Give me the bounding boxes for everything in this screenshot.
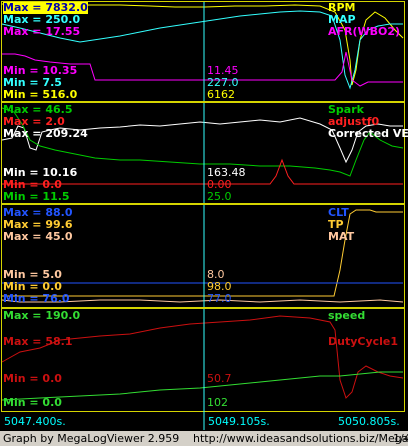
- max-mat-label: Max = 45.0: [3, 230, 73, 243]
- spark-series-name[interactable]: Spark: [328, 103, 364, 116]
- min-adjustf0-label: Min = 0.0: [3, 178, 62, 191]
- trace-adjustf0: [2, 158, 403, 185]
- ve-series-name[interactable]: Corrected VE: [328, 127, 408, 140]
- cursor-ve-value: 163.48: [207, 166, 246, 179]
- rpm-series-name[interactable]: RPM: [328, 1, 356, 14]
- min-clt-label: Min = 76.0: [3, 292, 70, 305]
- cursor-spark-value: 25.0: [207, 190, 232, 203]
- trace-corrected-ve: [1, 117, 403, 164]
- graph-panel-temps[interactable]: [1, 204, 405, 308]
- min-rpm-label: Min = 516.0: [3, 88, 78, 101]
- max-adjustf0-label: Max = 2.0: [3, 115, 65, 128]
- min-map-label: Min = 7.5: [3, 76, 62, 89]
- trace-duty: [1, 315, 404, 399]
- time-end-label: 5050.805s.: [338, 415, 400, 428]
- cursor-speed-value: 102: [207, 396, 228, 409]
- trace-mat: [1, 299, 404, 303]
- duty-series-name[interactable]: DutyCycle1: [328, 335, 399, 348]
- cursor-rpm-value: 6162: [207, 88, 235, 101]
- max-speed-label: Max = 190.0: [3, 309, 81, 322]
- speed-series-name[interactable]: speed: [328, 309, 366, 322]
- min-speed-label: Min = 0.0: [3, 396, 62, 409]
- trace-rpm: [1, 3, 404, 86]
- time-cursor-label: 5049.105s.: [208, 415, 270, 428]
- trace-speed: [1, 371, 403, 401]
- trace-afr: [2, 51, 403, 87]
- tp-series-name[interactable]: TP: [328, 218, 344, 231]
- max-map-label: Max = 250.0: [3, 13, 81, 26]
- cursor-adjustf0-value: 0.00: [207, 178, 232, 191]
- clt-series-name[interactable]: CLT: [328, 206, 349, 219]
- zoom-indicator: 1/40: [393, 432, 408, 445]
- graph-panel-ignition[interactable]: [1, 102, 405, 204]
- cursor-tp-value: 98.0: [207, 280, 232, 293]
- max-tp-label: Max = 99.6: [3, 218, 73, 231]
- min-mat-label: Min = 5.0: [3, 268, 62, 281]
- cursor-map-value: 227.0: [207, 76, 239, 89]
- cursor-duty-value: 50.7: [207, 372, 232, 385]
- min-duty-label: Min = 0.0: [3, 372, 62, 385]
- max-rpm-label: Max = 7832.0: [3, 1, 88, 14]
- graph-credit-text: Graph by MegaLogViewer 2.959: [3, 432, 180, 445]
- min-afr-label: Min = 10.35: [3, 64, 78, 77]
- max-afr-label: Max = 17.55: [3, 25, 81, 38]
- trace-map: [1, 10, 403, 90]
- cursor-mat-value: 8.0: [207, 268, 225, 281]
- mat-series-name[interactable]: MAT: [328, 230, 355, 243]
- map-series-name[interactable]: MAP: [328, 13, 356, 26]
- afr-series-name[interactable]: AFR(WBO2): [328, 25, 401, 38]
- max-duty-label: Max = 58.1: [3, 335, 73, 348]
- adjustf0-series-name[interactable]: adjustf0: [328, 115, 380, 128]
- min-spark-label: Min = 11.5: [3, 190, 70, 203]
- time-start-label: 5047.400s.: [4, 415, 66, 428]
- cursor-clt-value: 77.0: [207, 292, 232, 305]
- trace-tp: [2, 209, 403, 297]
- max-ve-label: Max = 209.24: [3, 127, 88, 140]
- website-link[interactable]: http://www.ideasandsolutions.biz/MegaLog: [193, 432, 408, 445]
- cursor-afr-value: 11.45: [207, 64, 239, 77]
- graph-panel-speed[interactable]: [1, 308, 405, 412]
- min-ve-label: Min = 10.16: [3, 166, 78, 179]
- graph-panel-engine[interactable]: [1, 1, 405, 102]
- max-clt-label: Max = 88.0: [3, 206, 73, 219]
- trace-spark: [1, 107, 404, 177]
- max-spark-label: Max = 46.5: [3, 103, 73, 116]
- status-footer: Graph by MegaLogViewer 2.959 http://www.…: [0, 431, 408, 446]
- min-tp-label: Min = 0.0: [3, 280, 62, 293]
